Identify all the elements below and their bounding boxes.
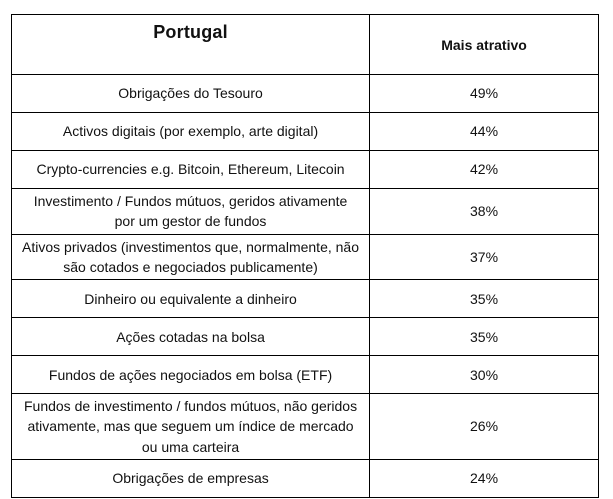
table-row: Crypto-currencies e.g. Bitcoin, Ethereum… xyxy=(10,150,599,189)
table-header-row: Portugal Mais atrativo xyxy=(10,14,599,75)
table-row: Ativos privados (investimentos que, norm… xyxy=(10,233,599,281)
value-cell: 30% xyxy=(369,355,599,395)
table-row: Obrigações de empresas 24% xyxy=(10,459,599,499)
table-row: Obrigações do Tesouro 49% xyxy=(10,74,599,113)
table-row: Ações cotadas na bolsa 35% xyxy=(10,317,599,357)
category-cell: Ativos privados (investimentos que, norm… xyxy=(10,233,371,281)
category-cell: Investimento / Fundos mútuos, geridos at… xyxy=(10,188,371,235)
category-cell: Dinheiro ou equivalente a dinheiro xyxy=(10,279,371,319)
value-cell: 44% xyxy=(369,112,599,151)
category-cell: Obrigações de empresas xyxy=(10,459,371,499)
table-row: Fundos de ações negociados em bolsa (ETF… xyxy=(10,355,599,395)
value-cell: 26% xyxy=(369,393,599,461)
attractiveness-table: Portugal Mais atrativo Obrigações do Tes… xyxy=(10,14,599,499)
value-cell: 38% xyxy=(369,188,599,235)
category-cell: Crypto-currencies e.g. Bitcoin, Ethereum… xyxy=(10,150,371,189)
value-cell: 42% xyxy=(369,150,599,189)
table-row: Dinheiro ou equivalente a dinheiro 35% xyxy=(10,279,599,319)
value-cell: 37% xyxy=(369,233,599,281)
value-cell: 49% xyxy=(369,74,599,113)
column-header-mais-atrativo: Mais atrativo xyxy=(369,14,599,75)
category-cell: Fundos de investimento / fundos mútuos, … xyxy=(10,393,371,461)
table-title-portugal: Portugal xyxy=(10,14,371,75)
table-row: Fundos de investimento / fundos mútuos, … xyxy=(10,393,599,461)
value-cell: 35% xyxy=(369,317,599,357)
value-cell: 24% xyxy=(369,459,599,499)
category-cell: Fundos de ações negociados em bolsa (ETF… xyxy=(10,355,371,395)
category-cell: Obrigações do Tesouro xyxy=(10,74,371,113)
category-cell: Activos digitais (por exemplo, arte digi… xyxy=(10,112,371,151)
table-row: Activos digitais (por exemplo, arte digi… xyxy=(10,112,599,151)
table-row: Investimento / Fundos mútuos, geridos at… xyxy=(10,188,599,235)
value-cell: 35% xyxy=(369,279,599,319)
category-cell: Ações cotadas na bolsa xyxy=(10,317,371,357)
